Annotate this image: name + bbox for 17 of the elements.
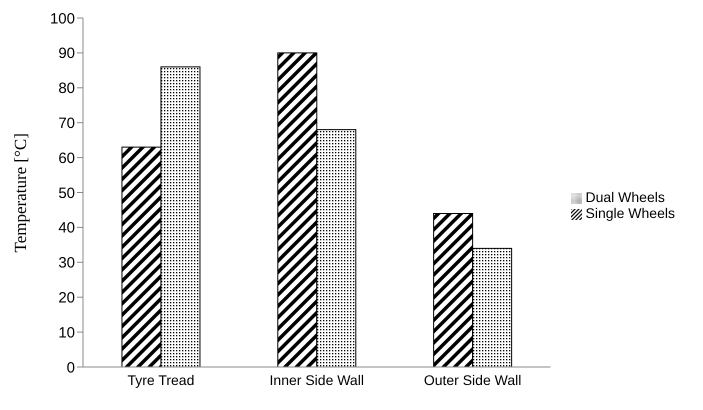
y-tick-label: 20 (58, 290, 75, 307)
y-tick-label: 90 (58, 45, 75, 62)
y-tick-label: 30 (58, 254, 75, 272)
x-tick-label: Inner Side Wall (270, 372, 364, 388)
legend-label: Dual Wheels (586, 189, 665, 205)
x-tick-label: Outer Side Wall (424, 372, 522, 388)
y-tick-label: 50 (58, 184, 75, 202)
y-tick-label: 80 (58, 80, 75, 98)
y-tick-label: 0 (66, 359, 75, 376)
legend-label: Single Wheels (586, 205, 675, 221)
y-tick-label: 60 (58, 150, 75, 167)
y-tick-label: 70 (58, 115, 75, 132)
y-axis-title: Temperature [°C] (11, 133, 30, 252)
x-tick-label: Tyre Tread (127, 372, 194, 388)
y-tick-label: 100 (50, 10, 75, 28)
y-tick-label: 40 (58, 220, 75, 237)
y-tick-label: 10 (58, 324, 75, 342)
